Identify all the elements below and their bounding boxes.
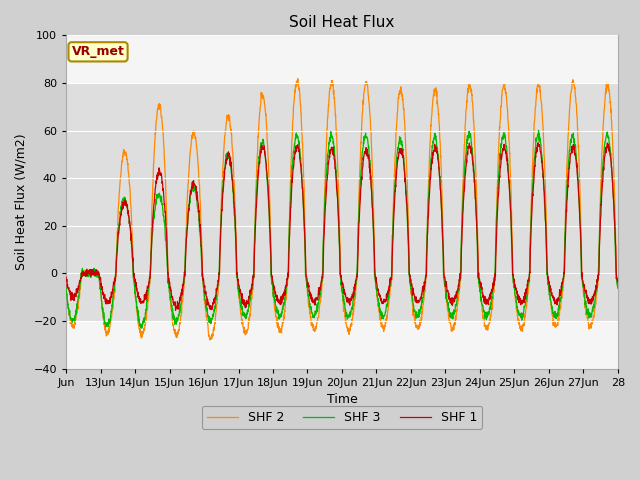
SHF 2	[237, 309, 244, 315]
SHF 1	[172, 308, 179, 313]
SHF 3	[138, 325, 146, 331]
SHF 1	[376, 292, 383, 298]
Line: SHF 2: SHF 2	[66, 79, 618, 340]
SHF 3	[614, 285, 621, 290]
SHF 3	[508, 260, 516, 265]
SHF 2	[62, 286, 70, 291]
SHF 3	[62, 286, 70, 291]
SHF 3	[540, 179, 547, 184]
SHF 2	[540, 139, 547, 144]
SHF 1	[237, 288, 244, 294]
SHF 2	[607, 99, 614, 105]
SHF 1	[117, 212, 125, 218]
Line: SHF 1: SHF 1	[66, 143, 618, 311]
Legend: SHF 2, SHF 3, SHF 1: SHF 2, SHF 3, SHF 1	[202, 406, 482, 429]
SHF 1	[62, 275, 70, 280]
SHF 1	[508, 249, 516, 254]
SHF 1	[607, 154, 614, 159]
SHF 1	[614, 279, 621, 285]
Text: VR_met: VR_met	[72, 45, 124, 59]
SHF 2	[376, 310, 383, 316]
SHF 1	[540, 180, 547, 186]
Title: Soil Heat Flux: Soil Heat Flux	[289, 15, 395, 30]
SHF 3	[376, 302, 383, 308]
SHF 2	[509, 247, 516, 252]
SHF 3	[117, 203, 125, 209]
SHF 2	[206, 337, 214, 343]
SHF 1	[534, 140, 542, 145]
SHF 2	[614, 284, 621, 290]
X-axis label: Time: Time	[326, 393, 357, 406]
SHF 3	[237, 302, 244, 308]
Y-axis label: Soil Heat Flux (W/m2): Soil Heat Flux (W/m2)	[15, 133, 28, 270]
SHF 3	[535, 127, 543, 133]
Bar	[66, 83, 618, 321]
SHF 2	[294, 76, 301, 82]
Line: SHF 3: SHF 3	[66, 130, 618, 328]
SHF 3	[607, 152, 614, 158]
SHF 2	[117, 168, 125, 174]
